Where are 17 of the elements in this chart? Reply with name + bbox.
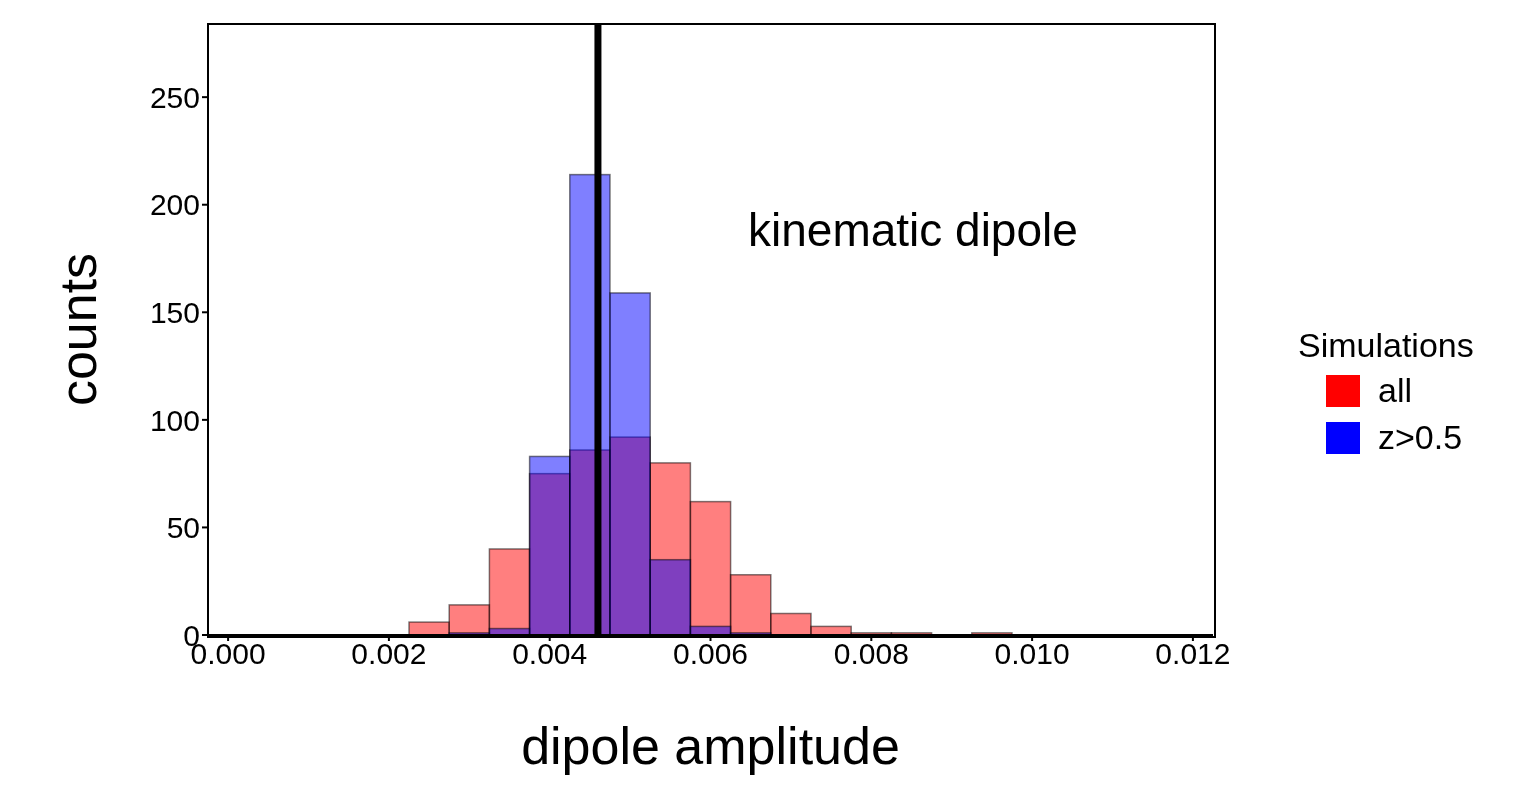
y-tick-label: 200 (149, 188, 200, 222)
legend-label: all (1378, 371, 1413, 410)
x-axis-title: dipole amplitude (521, 717, 900, 775)
legend-title: Simulations (1298, 326, 1474, 365)
x-tick-label: 0.008 (833, 637, 909, 671)
x-tick-label: 0.006 (672, 637, 749, 671)
x-tick-label: 0.002 (351, 637, 427, 671)
y-axis-title: counts (49, 252, 108, 407)
x-tick-label: 0.004 (512, 637, 588, 671)
y-tick-label: 50 (166, 511, 200, 545)
annotation: kinematic dipole (748, 203, 1078, 257)
y-tick-label: 100 (149, 403, 200, 437)
y-tick-label: 150 (149, 295, 200, 329)
x-tick-label: 0.012 (1155, 637, 1231, 671)
x-tick-label: 0.010 (994, 637, 1070, 671)
legend-label: z>0.5 (1378, 418, 1463, 457)
y-tick-label: 250 (149, 80, 200, 114)
